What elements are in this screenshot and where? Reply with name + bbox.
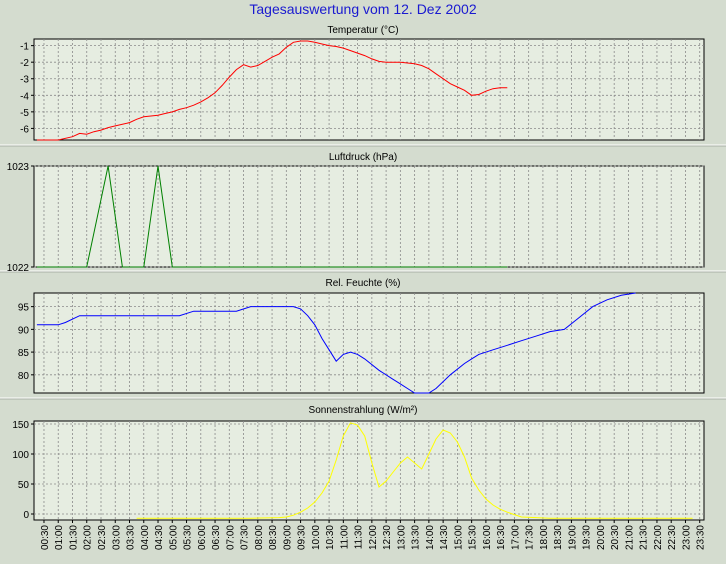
chart-panel-3: Sonnenstrahlung (W/m²) 150 100 50 0 <box>12 405 705 521</box>
x-tick-label: 15:30 <box>468 525 479 550</box>
x-tick-label: 04:30 <box>154 525 165 550</box>
x-tick-label: 16:30 <box>496 525 507 550</box>
series-line-0 <box>36 40 508 141</box>
y-tick-label: 100 <box>12 450 29 461</box>
y-tick-label: 80 <box>18 371 30 382</box>
x-tick-label: 14:30 <box>439 525 450 550</box>
y-tick-label: -4 <box>20 91 29 102</box>
x-tick-label: 10:00 <box>311 525 322 550</box>
x-tick-label: 17:30 <box>525 525 536 550</box>
x-tick-label: 07:30 <box>240 525 251 550</box>
series-line-0 <box>36 165 508 268</box>
plot-area <box>33 292 705 394</box>
x-tick-label: 06:00 <box>197 525 208 550</box>
x-tick-label: 18:30 <box>553 525 564 550</box>
chart-panel-1: Luftdruck (hPa) 1023 1022 <box>7 152 705 274</box>
x-tick-label: 05:00 <box>168 525 179 550</box>
x-tick-label: 05:30 <box>183 525 194 550</box>
y-tick-label: 1022 <box>7 263 30 274</box>
x-tick-label: 20:30 <box>610 525 621 550</box>
y-tick-label: -1 <box>20 42 29 53</box>
x-tick-label: 18:00 <box>539 525 550 550</box>
x-tick-label: 11:00 <box>339 525 350 550</box>
x-tick-label: 22:00 <box>653 525 664 550</box>
y-tick-label: 1023 <box>7 162 30 173</box>
x-tick-label: 07:00 <box>225 525 236 550</box>
plot-area <box>33 420 705 521</box>
x-tick-label: 08:30 <box>268 525 279 550</box>
x-tick-label: 06:30 <box>211 525 222 550</box>
chart-title: Temperatur (°C) <box>327 25 398 36</box>
y-tick-label: -6 <box>20 124 29 135</box>
y-tick-label: 0 <box>23 510 29 521</box>
x-tick-label: 02:30 <box>97 525 108 550</box>
plot-area <box>33 38 705 141</box>
x-tick-label: 20:00 <box>596 525 607 550</box>
x-tick-label: 23:00 <box>681 525 692 550</box>
x-tick-label: 19:00 <box>567 525 578 550</box>
x-tick-label: 21:00 <box>624 525 635 550</box>
y-tick-label: -2 <box>20 58 29 69</box>
y-tick-label: -5 <box>20 108 29 119</box>
x-tick-label: 13:30 <box>411 525 422 550</box>
x-tick-label: 12:30 <box>382 525 393 550</box>
series-line-0 <box>36 292 636 394</box>
chart-panel-0: Temperatur (°C) -1 -2 -3 -4 -5 -6 <box>20 25 705 141</box>
x-tick-label: 23:30 <box>696 525 707 550</box>
x-tick-label: 02:00 <box>83 525 94 550</box>
x-tick-label: 09:30 <box>297 525 308 550</box>
x-tick-label: 01:30 <box>68 525 79 550</box>
x-tick-label: 03:00 <box>111 525 122 550</box>
chart-title: Rel. Feuchte (%) <box>325 278 400 289</box>
chart-panel-2: Rel. Feuchte (%) 95 90 85 80 <box>18 278 705 394</box>
y-tick-label: 150 <box>12 420 29 431</box>
y-tick-label: 85 <box>18 348 30 359</box>
x-tick-label: 19:30 <box>582 525 593 550</box>
x-tick-label: 17:00 <box>510 525 521 550</box>
x-tick-label: 14:00 <box>425 525 436 550</box>
x-tick-label: 08:00 <box>254 525 265 550</box>
x-tick-label: 22:30 <box>667 525 678 550</box>
x-tick-label: 04:00 <box>140 525 151 550</box>
chart-title: Sonnenstrahlung (W/m²) <box>309 405 418 416</box>
x-tick-label: 16:00 <box>482 525 493 550</box>
page-title: Tagesauswertung vom 12. Dez 2002 <box>249 1 477 17</box>
y-tick-label: -3 <box>20 75 29 86</box>
x-tick-label: 12:00 <box>368 525 379 550</box>
x-tick-label: 03:30 <box>126 525 137 550</box>
x-tick-label: 01:00 <box>54 525 65 550</box>
x-tick-label: 09:00 <box>282 525 293 550</box>
x-tick-label: 13:00 <box>396 525 407 550</box>
plot-area <box>33 165 705 268</box>
x-tick-label: 11:30 <box>354 525 365 550</box>
x-tick-label: 10:30 <box>325 525 336 550</box>
x-tick-label: 00:30 <box>40 525 51 550</box>
x-tick-label: 15:00 <box>453 525 464 550</box>
chart-title: Luftdruck (hPa) <box>329 152 397 163</box>
y-tick-label: 50 <box>18 480 30 491</box>
x-tick-label: 21:30 <box>639 525 650 550</box>
series-line-0 <box>136 422 693 519</box>
y-tick-label: 90 <box>18 325 30 336</box>
y-tick-label: 95 <box>18 303 30 314</box>
